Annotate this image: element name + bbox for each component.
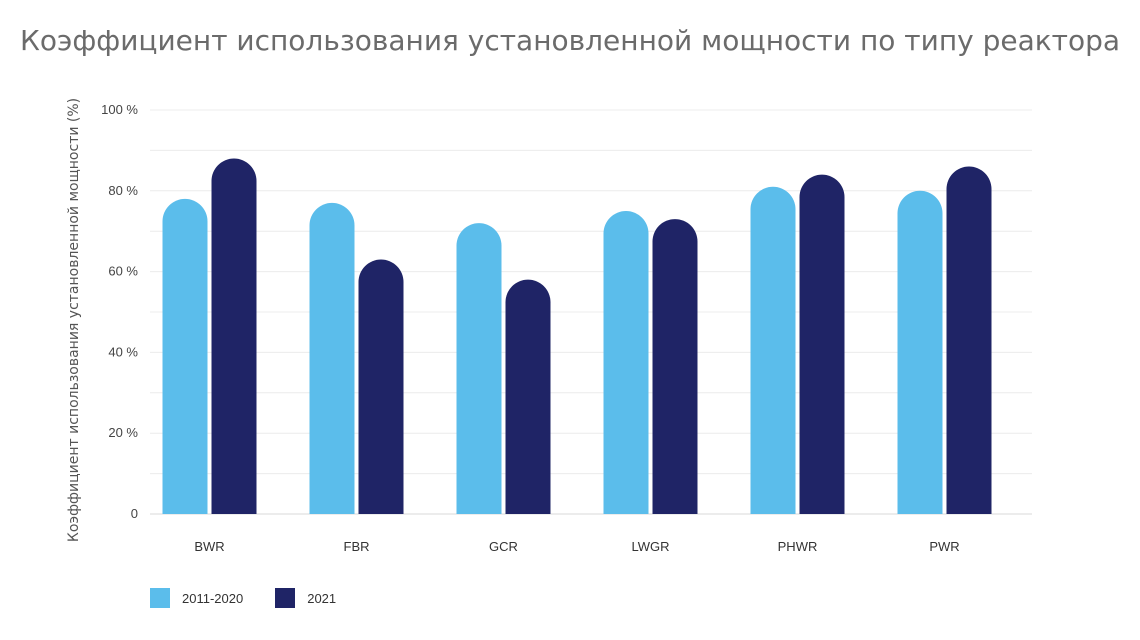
legend-label-series-2: 2021 [307,590,337,606]
bar-pwr-series-1 [897,190,943,514]
bar-fbr-series-2 [358,259,404,514]
bar-gcr-series-1 [456,223,502,515]
y-tick-label: 80 % [108,183,138,198]
legend-label-series-1: 2011-2020 [182,590,244,606]
y-tick-label: 100 % [101,102,138,117]
x-tick-label: PWR [929,539,959,554]
bar-pwr-series-2 [946,166,992,515]
bar-phwr-series-2 [799,174,845,514]
legend-swatch-series-2 [275,588,296,608]
legend: 2011-2020 2021 [150,588,368,608]
bar-lwgr-series-1 [603,211,649,514]
y-tick-label: 60 % [108,264,138,279]
legend-item-series-1: 2011-2020 [150,588,243,608]
legend-swatch-series-1 [150,588,170,608]
x-tick-label: PHWR [778,539,818,554]
x-tick-label: BWR [194,539,224,554]
bar-lwgr-series-2 [652,219,698,514]
bar-bwr-series-1 [162,198,208,514]
y-tick-label: 0 [131,506,138,521]
x-tick-label: FBR [344,539,370,554]
bar-fbr-series-1 [309,202,355,514]
y-axis-label: Коэффициент использования установленной … [66,98,82,542]
chart-title: Коэффициент использования установленной … [19,24,1121,57]
bar-bwr-series-2 [211,158,257,515]
x-tick-label: GCR [489,539,518,554]
x-tick-label: LWGR [631,539,669,554]
bar-gcr-series-2 [505,279,551,514]
y-tick-label: 20 % [108,425,138,440]
bar-phwr-series-1 [750,186,796,514]
y-tick-label: 40 % [108,344,138,359]
legend-item-series-2: 2021 [275,588,336,608]
